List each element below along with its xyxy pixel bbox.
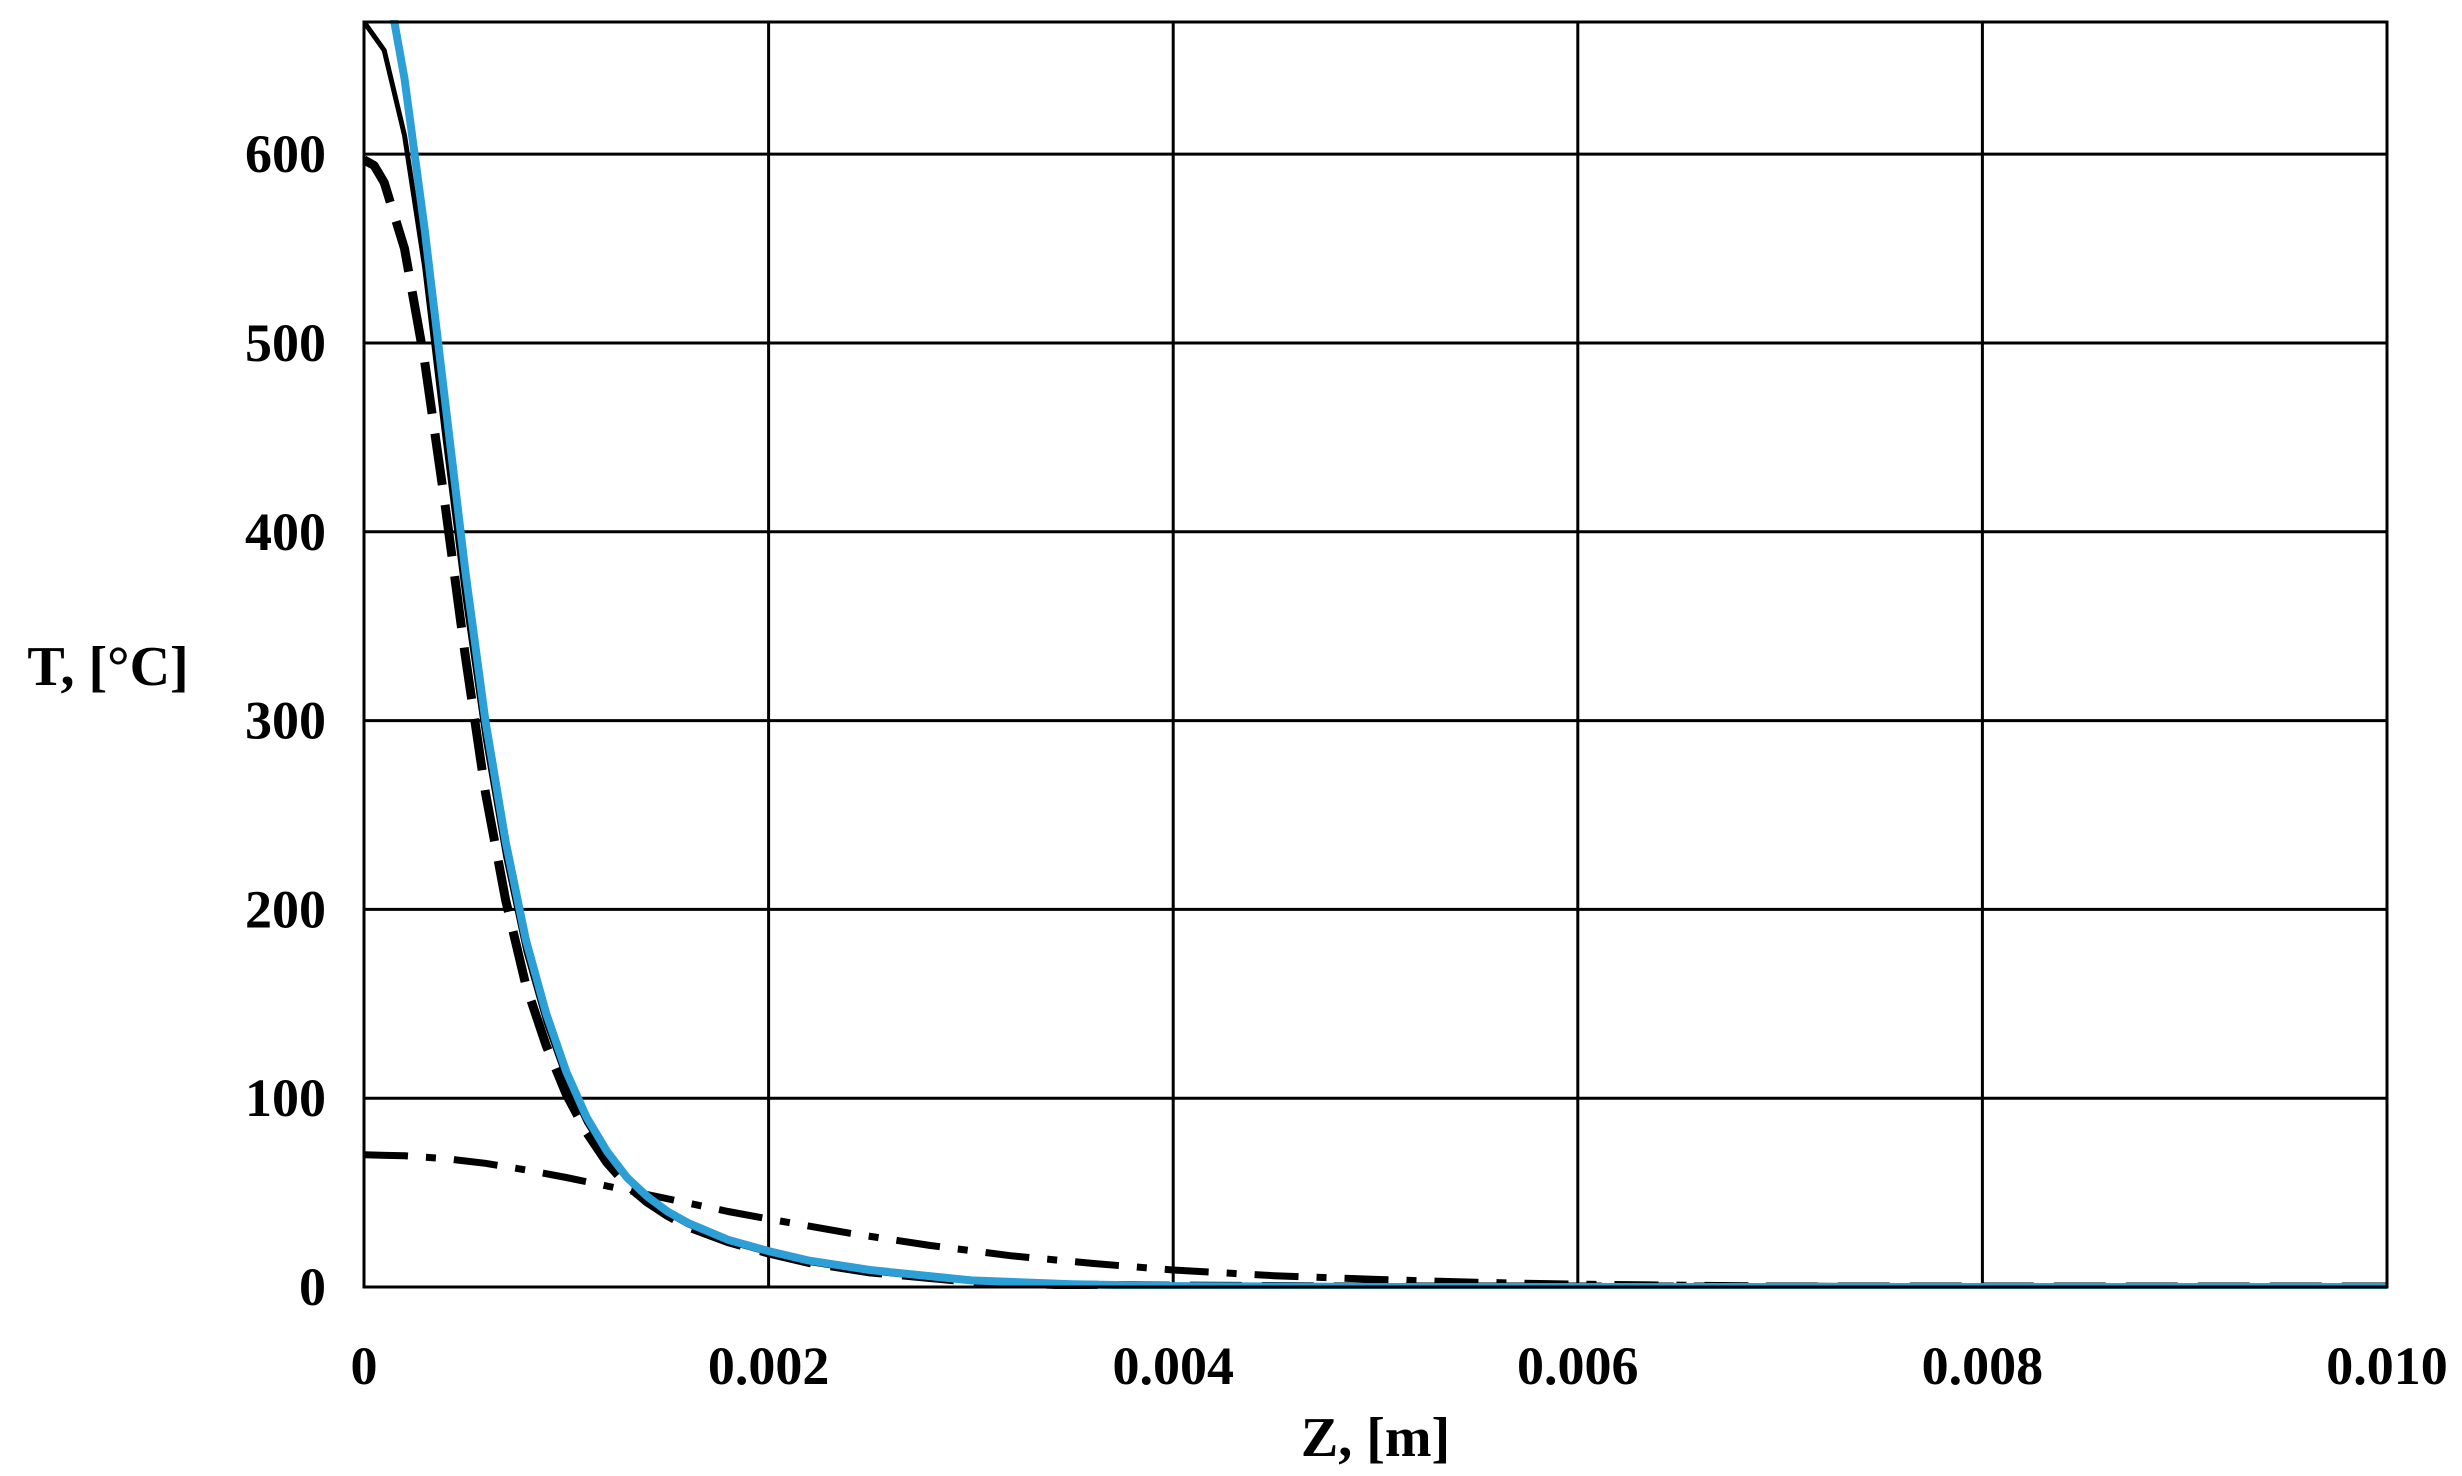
x-tick-label: 0.010: [2326, 1336, 2448, 1396]
y-tick-label: 500: [245, 313, 326, 373]
y-tick-label: 600: [245, 124, 326, 184]
y-tick-labels: 0 100 200 300 400 500 600: [245, 124, 326, 1317]
x-axis-title: Z, [m]: [1301, 1407, 1450, 1469]
gridlines: [362, 22, 2389, 1289]
plot-frame: [362, 20, 2389, 1289]
series-line-4: [389, 20, 2387, 1289]
series-line-2: [364, 155, 2387, 1289]
series-line-3: [364, 1151, 2387, 1289]
y-tick-label: 0: [299, 1257, 326, 1317]
series-layer: [364, 20, 2387, 1289]
x-tick-label: 0.008: [1922, 1336, 2044, 1396]
y-tick-label: 400: [245, 502, 326, 562]
y-axis-title: T, [°C]: [27, 636, 188, 698]
x-tick-label: 0: [351, 1336, 378, 1396]
x-tick-label: 0.006: [1517, 1336, 1639, 1396]
y-tick-label: 300: [245, 691, 326, 751]
y-tick-label: 100: [245, 1068, 326, 1128]
x-tick-label: 0.004: [1112, 1336, 1234, 1396]
x-tick-labels: 0 0.002 0.004 0.006 0.008 0.010: [351, 1336, 2448, 1396]
y-tick-label: 200: [245, 879, 326, 939]
x-tick-label: 0.002: [708, 1336, 830, 1396]
